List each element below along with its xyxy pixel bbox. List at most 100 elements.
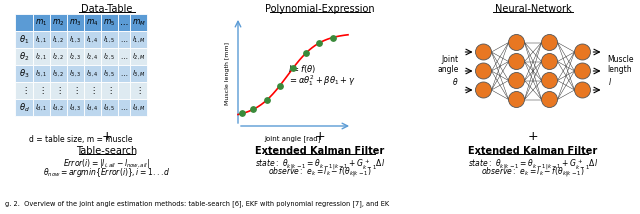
Text: $\mathit{observe:}\ e_k = l_k - f(\theta_{k|k-1})$: $\mathit{observe:}\ e_k = l_k - f(\theta…: [481, 166, 585, 180]
Text: $l_{2,5}$: $l_{2,5}$: [103, 52, 116, 61]
Point: [248, 108, 259, 111]
Text: $\theta_d$: $\theta_d$: [19, 101, 29, 114]
Point: [301, 51, 311, 55]
Bar: [50, 14, 67, 31]
Text: $l_{2,M}$: $l_{2,M}$: [132, 52, 145, 61]
Text: $m_3$: $m_3$: [69, 17, 82, 28]
Bar: [15, 99, 33, 116]
Text: $l_{d,M}$: $l_{d,M}$: [132, 103, 145, 113]
Bar: [33, 82, 50, 99]
Bar: [101, 14, 118, 31]
Text: $l_{d,3}$: $l_{d,3}$: [69, 103, 82, 113]
Bar: [130, 48, 147, 65]
Text: d = table size, m = muscle: d = table size, m = muscle: [29, 135, 132, 144]
Text: $l = f(\theta)$: $l = f(\theta)$: [288, 63, 317, 75]
Circle shape: [575, 44, 591, 60]
Text: $m_2$: $m_2$: [52, 17, 65, 28]
Bar: [84, 82, 101, 99]
Text: $l_{3,5}$: $l_{3,5}$: [103, 68, 116, 79]
Text: Extended Kalman Filter: Extended Kalman Filter: [468, 146, 598, 156]
Text: $\theta_2$: $\theta_2$: [19, 50, 29, 63]
Point: [237, 112, 248, 115]
Text: $l_{3,1}$: $l_{3,1}$: [35, 68, 47, 79]
Bar: [130, 99, 147, 116]
Text: $m_M$: $m_M$: [132, 17, 145, 28]
Bar: [101, 48, 118, 65]
Bar: [118, 99, 130, 116]
Circle shape: [575, 63, 591, 79]
Circle shape: [476, 44, 492, 60]
Text: $\vdots$: $\vdots$: [38, 85, 45, 96]
Text: $l_{1,2}$: $l_{1,2}$: [52, 34, 65, 45]
Text: $\theta_1$: $\theta_1$: [19, 33, 29, 46]
Bar: [67, 82, 84, 99]
Bar: [101, 99, 118, 116]
Text: $\theta_3$: $\theta_3$: [19, 67, 29, 80]
Text: Joint
angle
$\theta$: Joint angle $\theta$: [437, 55, 458, 87]
Text: $\vdots$: $\vdots$: [135, 85, 142, 96]
Bar: [67, 48, 84, 65]
Text: $l_{1,4}$: $l_{1,4}$: [86, 34, 99, 45]
Text: $l_{1,M}$: $l_{1,M}$: [132, 34, 145, 45]
Circle shape: [476, 82, 492, 98]
Bar: [118, 65, 130, 82]
Text: $\mathit{observe:}\ e_k = l_k - f(\theta_{k|k-1})$: $\mathit{observe:}\ e_k = l_k - f(\theta…: [268, 166, 372, 180]
Text: $l_{d,1}$: $l_{d,1}$: [35, 103, 47, 113]
Text: Neural-Network: Neural-Network: [495, 4, 572, 14]
Bar: [118, 48, 130, 65]
Text: Extended Kalman Filter: Extended Kalman Filter: [255, 146, 385, 156]
Text: $\mathit{\theta_{now} = argmin\{Error(i)\}, i = 1... d}$: $\mathit{\theta_{now} = argmin\{Error(i)…: [43, 166, 171, 179]
Bar: [101, 65, 118, 82]
Text: $l_{2,1}$: $l_{2,1}$: [35, 52, 47, 61]
Circle shape: [541, 54, 557, 70]
Text: Muscle length [mm]: Muscle length [mm]: [225, 42, 230, 105]
Bar: [84, 31, 101, 48]
Point: [314, 41, 324, 45]
Text: +: +: [102, 129, 112, 143]
Text: Table-search: Table-search: [76, 146, 138, 156]
Circle shape: [509, 34, 525, 51]
Text: $l_{1,1}$: $l_{1,1}$: [35, 34, 47, 45]
Text: $\cdots$: $\cdots$: [120, 104, 128, 110]
Bar: [130, 65, 147, 82]
Bar: [15, 31, 33, 48]
Text: $m_1$: $m_1$: [35, 17, 47, 28]
Bar: [101, 31, 118, 48]
Bar: [118, 82, 130, 99]
Bar: [50, 48, 67, 65]
Text: $l_{2,3}$: $l_{2,3}$: [69, 52, 82, 61]
Bar: [33, 99, 50, 116]
Bar: [84, 65, 101, 82]
Text: $\vdots$: $\vdots$: [20, 85, 28, 96]
Bar: [15, 48, 33, 65]
Bar: [50, 31, 67, 48]
Text: $l_{3,M}$: $l_{3,M}$: [132, 68, 145, 79]
Text: Polynomial-Expression: Polynomial-Expression: [265, 4, 375, 14]
Circle shape: [509, 73, 525, 89]
Text: $\cdots$: $\cdots$: [120, 37, 128, 43]
Bar: [67, 14, 84, 31]
Circle shape: [509, 92, 525, 107]
Text: $l_{2,4}$: $l_{2,4}$: [86, 52, 99, 61]
Text: $m_4$: $m_4$: [86, 17, 99, 28]
Circle shape: [476, 63, 492, 79]
Bar: [67, 99, 84, 116]
Text: $l_{3,3}$: $l_{3,3}$: [69, 68, 82, 79]
Bar: [84, 99, 101, 116]
Text: $\cdots$: $\cdots$: [120, 70, 128, 76]
Bar: [130, 14, 147, 31]
Text: Data-Table: Data-Table: [81, 4, 132, 14]
Bar: [15, 82, 33, 99]
Circle shape: [541, 92, 557, 107]
Text: $l_{3,2}$: $l_{3,2}$: [52, 68, 65, 79]
Text: $\cdots$: $\cdots$: [120, 54, 128, 59]
Bar: [15, 65, 33, 82]
Bar: [84, 48, 101, 65]
Text: $\mathit{state:}\ \theta_{k|k-1} = \theta_{k-1|k-1} + G_{k-1}^+\Delta l$: $\mathit{state:}\ \theta_{k|k-1} = \thet…: [468, 157, 598, 172]
Bar: [67, 65, 84, 82]
Point: [328, 36, 338, 39]
Bar: [50, 99, 67, 116]
Text: $\vdots$: $\vdots$: [55, 85, 62, 96]
Bar: [50, 82, 67, 99]
Text: $l_{d,4}$: $l_{d,4}$: [86, 103, 99, 113]
